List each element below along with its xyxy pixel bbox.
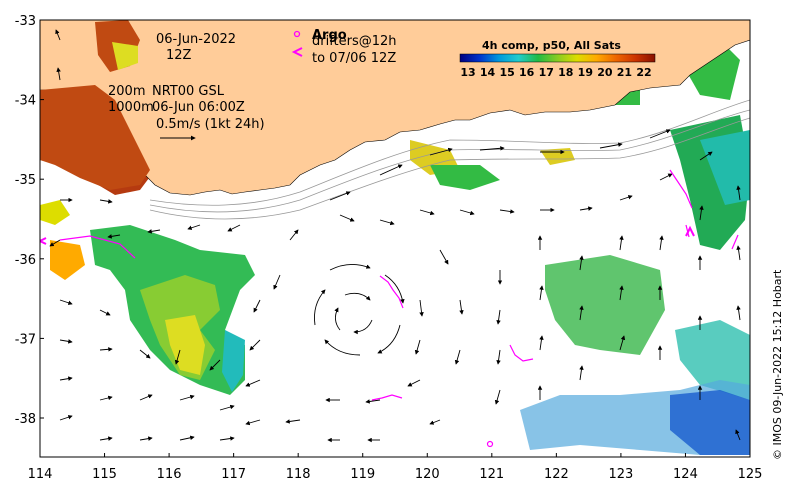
- x-tick-label: 124: [673, 467, 698, 482]
- x-tick-label: 125: [738, 467, 763, 482]
- colorbar-tick-label: 20: [597, 66, 613, 79]
- y-tick-label: -33: [15, 14, 36, 29]
- x-tick-label: 116: [157, 467, 182, 482]
- colorbar-tick-label: 21: [617, 66, 632, 79]
- plot-frame: [39, 19, 751, 458]
- argo-floats: [486, 440, 494, 448]
- colorbar-tick-label: 16: [519, 66, 535, 79]
- colorbar-tick-label: 18: [558, 66, 573, 79]
- colorbar-tick-label: 14: [480, 66, 496, 79]
- y-tick-label: -34: [15, 94, 36, 109]
- y-axis: -33 -34 -35 -36 -37 -38: [15, 14, 44, 427]
- y-tick-label: -37: [15, 332, 36, 347]
- colorbar-ticks: 13 14 15 16 17 18 19 20 21 22: [460, 66, 651, 79]
- argo-legend-label: Argo: [312, 28, 347, 43]
- y-tick-label: -36: [15, 253, 36, 268]
- drifter-legend-icon: [291, 47, 303, 57]
- x-axis: 114 115 116 117 118 119 120 121 122 123 124 125: [28, 453, 763, 482]
- colorbar-tick-label: 22: [636, 66, 651, 79]
- argo-legend-icon: [293, 30, 301, 38]
- colorbar-tick-label: 19: [578, 66, 593, 79]
- y-tick-label: -38: [15, 412, 36, 427]
- x-tick-label: 120: [415, 467, 440, 482]
- scale-label: 0.5m/s (1kt 24h): [156, 117, 265, 132]
- colorbar-tick-label: 15: [499, 66, 514, 79]
- colorbar-title: 4h comp, p50, All Sats: [482, 39, 621, 52]
- time-label: 12Z: [166, 48, 192, 63]
- x-tick-label: 123: [608, 467, 633, 482]
- x-tick-label: 117: [221, 467, 246, 482]
- argo-float-marker: [486, 440, 494, 448]
- colorbar: [459, 53, 656, 63]
- credit-label: © IMOS 09-Jun-2022 15:12 Hobart: [771, 269, 784, 460]
- drifters-legend-label: drifters@12h: [312, 34, 397, 49]
- y-tick-label: -35: [15, 173, 36, 188]
- x-tick-label: 119: [350, 467, 375, 482]
- date-label: 06-Jun-2022: [156, 32, 236, 47]
- colorbar-tick-label: 13: [460, 66, 475, 79]
- x-tick-label: 114: [28, 467, 53, 482]
- colorbar-tick-label: 17: [539, 66, 554, 79]
- depth-label-200m: 200m: [108, 84, 145, 99]
- x-tick-label: 118: [286, 467, 311, 482]
- model-name-label: NRT00 GSL: [152, 84, 225, 99]
- drifters-to-label: to 07/06 12Z: [312, 51, 396, 66]
- drifter-tracks: [40, 169, 739, 401]
- model-time-label: 06-Jun 06:00Z: [152, 100, 245, 115]
- x-tick-label: 115: [92, 467, 117, 482]
- x-tick-label: 122: [544, 467, 569, 482]
- depth-label-1000m: 1000m: [108, 100, 154, 115]
- current-vectors: [49, 29, 741, 443]
- x-tick-label: 121: [479, 467, 504, 482]
